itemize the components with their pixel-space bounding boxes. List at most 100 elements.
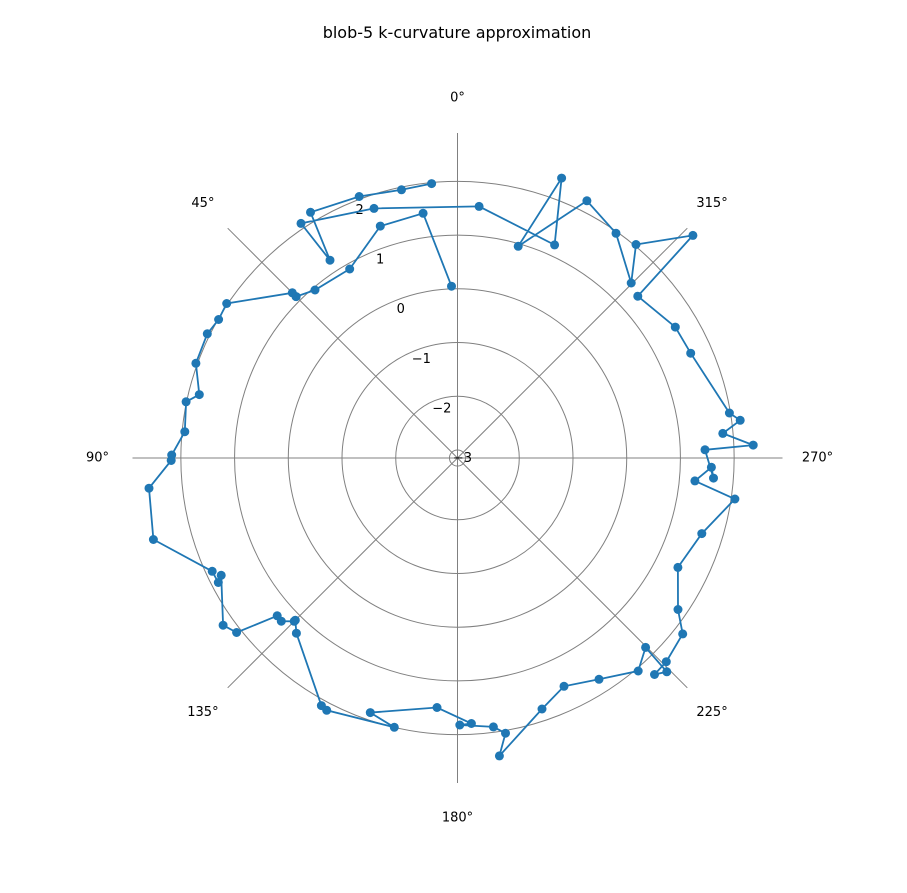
data-point-73 <box>296 218 306 228</box>
series-points <box>144 173 758 761</box>
data-point-18 <box>148 535 158 544</box>
data-point-55 <box>700 445 710 455</box>
data-point-42 <box>633 666 643 676</box>
data-point-45 <box>650 670 659 679</box>
data-point-33 <box>432 703 442 712</box>
data-point-54 <box>709 473 718 483</box>
data-point-71 <box>474 201 484 211</box>
angle-tick-label-45: 45° <box>191 196 214 211</box>
data-point-8 <box>222 299 232 308</box>
data-point-52 <box>690 476 700 486</box>
angle-tick-label-315: 315° <box>696 196 727 211</box>
data-point-1 <box>418 208 428 218</box>
angle-tick-label-180: 180° <box>442 811 473 826</box>
data-point-50 <box>697 529 707 539</box>
data-point-0 <box>447 281 456 291</box>
data-point-46 <box>661 657 671 667</box>
data-point-22 <box>218 620 228 630</box>
radial-tick-label-5: 2 <box>355 203 363 218</box>
data-point-10 <box>202 329 212 339</box>
angle-tick-label-270: 270° <box>802 451 833 466</box>
radial-tick-label-3: 0 <box>397 302 405 317</box>
data-point-20 <box>213 578 223 587</box>
radial-tick-label-1: −2 <box>432 401 451 416</box>
circular-gridline-3 <box>287 288 628 628</box>
data-point-51 <box>730 494 740 504</box>
data-point-69 <box>557 173 567 183</box>
data-point-57 <box>718 428 728 438</box>
radial-tick-label-4: 1 <box>376 253 384 268</box>
data-point-32 <box>365 708 375 718</box>
data-point-74 <box>325 255 335 265</box>
circular-gridline-0 <box>448 449 467 467</box>
data-point-77 <box>397 185 406 195</box>
data-point-76 <box>354 192 364 201</box>
chart-title: blob-5 k-curvature approximation <box>323 23 592 42</box>
data-point-37 <box>501 728 510 738</box>
data-point-23 <box>232 628 242 637</box>
data-point-43 <box>641 642 651 652</box>
data-point-66 <box>611 228 621 238</box>
data-point-67 <box>582 196 592 206</box>
data-point-39 <box>537 704 547 714</box>
data-point-40 <box>559 681 569 691</box>
data-point-41 <box>594 674 604 684</box>
data-point-59 <box>724 408 734 418</box>
data-point-78 <box>427 179 437 189</box>
data-point-13 <box>181 397 191 407</box>
data-point-48 <box>673 605 683 614</box>
data-point-4 <box>310 285 320 295</box>
data-point-64 <box>631 240 641 249</box>
circular-gridline-2 <box>341 342 574 574</box>
data-point-3 <box>345 264 355 274</box>
angle-tick-label-135: 135° <box>187 705 218 720</box>
data-point-2 <box>375 221 385 231</box>
radial-tick-label-2: −1 <box>412 352 431 367</box>
data-point-9 <box>214 315 224 324</box>
data-point-30 <box>322 705 332 715</box>
data-point-49 <box>673 562 683 572</box>
data-point-62 <box>633 291 643 301</box>
series-line <box>148 177 754 757</box>
circular-gridline-1 <box>395 395 520 521</box>
data-point-44 <box>662 667 672 677</box>
data-point-27 <box>290 615 300 625</box>
data-point-31 <box>389 722 399 732</box>
data-point-19 <box>207 566 217 576</box>
data-point-12 <box>194 390 204 400</box>
angle-tick-label-225: 225° <box>696 705 727 720</box>
data-point-36 <box>488 722 498 732</box>
data-point-16 <box>166 456 176 465</box>
data-point-11 <box>191 358 201 368</box>
data-point-25 <box>276 616 286 626</box>
data-point-28 <box>291 628 301 638</box>
data-point-7 <box>287 288 297 298</box>
data-point-75 <box>306 207 315 217</box>
radial-tick-label-0: −3 <box>453 451 472 466</box>
data-point-21 <box>216 570 226 580</box>
data-point-47 <box>678 629 688 639</box>
data-point-65 <box>626 278 636 288</box>
circular-gridline-4 <box>234 234 681 682</box>
angle-tick-label-90: 90° <box>86 451 109 466</box>
circular-gridline-5 <box>180 180 735 736</box>
data-point-38 <box>494 751 504 761</box>
angle-tick-labels: 0° 45° 90° 135° 180° 225° 270° 315° <box>86 91 833 826</box>
angle-tick-label-0: 0° <box>450 91 465 106</box>
data-point-63 <box>688 230 698 240</box>
data-point-14 <box>180 427 190 437</box>
data-point-60 <box>686 348 696 358</box>
data-point-56 <box>748 440 758 450</box>
polar-grid <box>132 133 783 783</box>
data-point-35 <box>455 720 465 730</box>
data-point-58 <box>735 415 745 425</box>
radial-gridline-135 <box>227 227 688 689</box>
data-point-34 <box>466 719 476 728</box>
data-point-53 <box>706 462 716 472</box>
data-point-17 <box>144 483 154 493</box>
radial-tick-labels: −3 −2 −1 0 1 2 <box>355 203 472 466</box>
data-point-61 <box>670 322 680 332</box>
data-point-72 <box>369 203 379 213</box>
data-point-70 <box>550 240 560 250</box>
